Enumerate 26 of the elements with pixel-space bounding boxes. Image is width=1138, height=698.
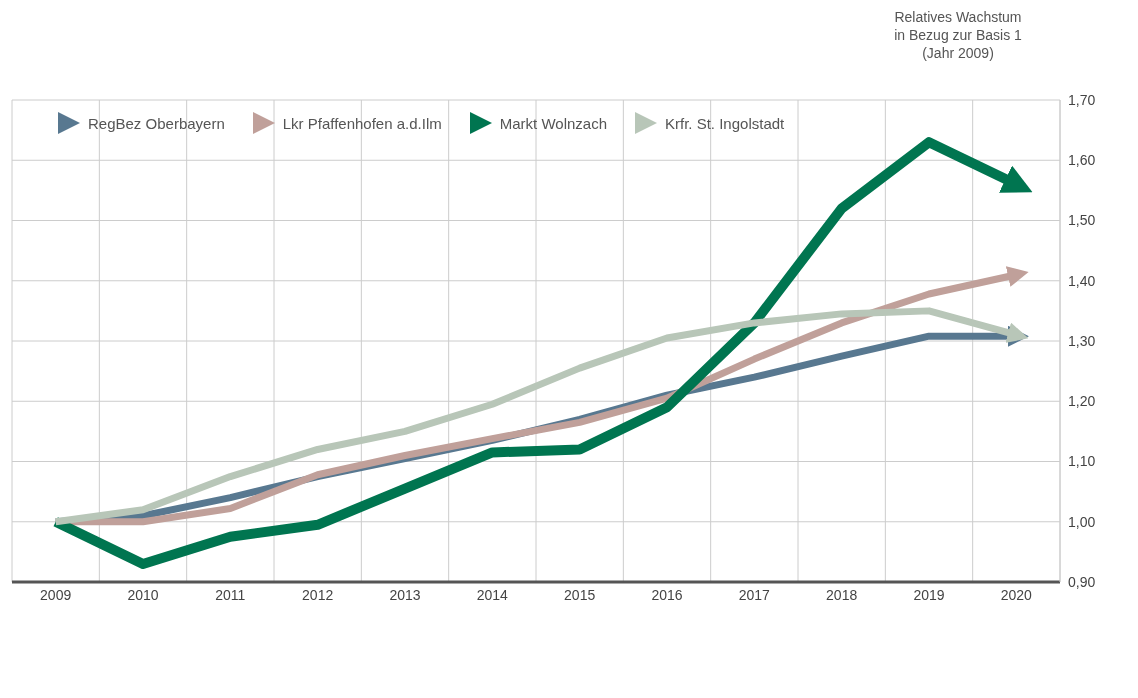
legend-label: RegBez Oberbayern bbox=[88, 114, 225, 132]
legend-label: Krfr. St. Ingolstadt bbox=[665, 114, 785, 132]
x-tick-label: 2011 bbox=[215, 586, 246, 603]
y-tick-label: 1,70 bbox=[1068, 91, 1096, 108]
legend-label: Lkr Pfaffenhofen a.d.Ilm bbox=[282, 114, 442, 132]
y-tick-label: 1,60 bbox=[1068, 152, 1096, 169]
x-tick-label: 2015 bbox=[564, 586, 596, 603]
x-tick-label: 2012 bbox=[302, 586, 334, 603]
y-tick-label: 1,30 bbox=[1068, 332, 1096, 349]
y-tick-label: 1,10 bbox=[1068, 453, 1096, 470]
y-tick-label: 1,00 bbox=[1068, 513, 1096, 530]
y-axis-title: Relatives Wachstum in Bezug zur Basis 1 (Jahr 2009) bbox=[893, 8, 1023, 62]
x-tick-label: 2018 bbox=[826, 586, 858, 603]
y-tick-label: 0,90 bbox=[1068, 573, 1096, 590]
x-tick-label: 2019 bbox=[913, 586, 945, 603]
x-tick-label: 2010 bbox=[127, 586, 159, 603]
y-tick-label: 1,20 bbox=[1068, 393, 1096, 410]
x-tick-label: 2020 bbox=[1000, 586, 1033, 603]
x-tick-label: 2017 bbox=[738, 586, 771, 603]
y-tick-label: 1,40 bbox=[1068, 272, 1096, 289]
legend-label: Markt Wolnzach bbox=[499, 114, 608, 132]
x-tick-label: 2016 bbox=[651, 586, 683, 603]
x-tick-label: 2009 bbox=[40, 586, 72, 603]
x-tick-label: 2014 bbox=[476, 586, 509, 603]
x-tick-label: 2013 bbox=[389, 586, 421, 603]
y-tick-label: 1,50 bbox=[1068, 212, 1096, 229]
